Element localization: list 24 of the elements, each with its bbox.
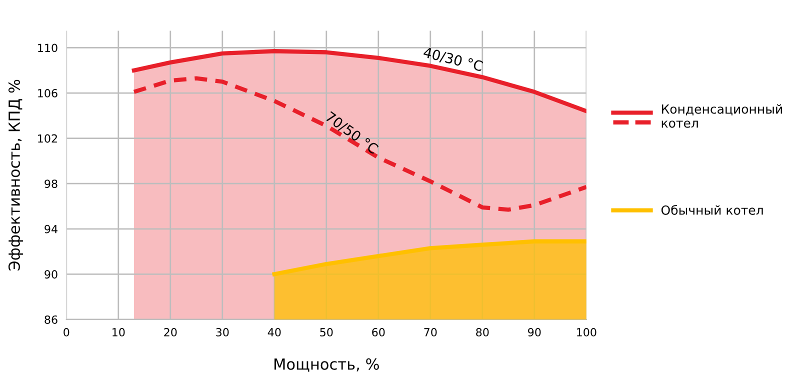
- x-tick-label: 0: [64, 328, 70, 336]
- x-tick-label: 50: [320, 328, 333, 336]
- x-axis-title: Мощность, %: [274, 358, 379, 372]
- y-tick-label: 102: [38, 134, 57, 143]
- x-tick-label: 90: [528, 328, 541, 336]
- annotation: 40/30 °C: [422, 46, 484, 72]
- y-tick-label: 106: [38, 89, 58, 98]
- x-tick-label: 40: [268, 328, 281, 336]
- y-tick-label: 110: [38, 44, 58, 52]
- x-tick-label: 10: [112, 328, 125, 336]
- x-tick-label: 60: [372, 328, 385, 336]
- legend-label: Обычный котел: [661, 204, 763, 215]
- y-tick-label: 94: [44, 224, 58, 234]
- y-tick-label: 98: [44, 180, 58, 188]
- y-tick-label: 86: [44, 315, 58, 324]
- x-tick-label: 70: [424, 328, 437, 336]
- x-tick-label: 20: [164, 328, 177, 336]
- y-axis-title: Эффективность, КПД %: [8, 80, 23, 270]
- y-tick-label: 90: [44, 270, 58, 279]
- line-series: [132, 76, 586, 212]
- x-tick-label: 30: [216, 328, 229, 336]
- x-tick-label: 80: [476, 328, 489, 336]
- legend-label: Конденсационный котел: [662, 104, 782, 128]
- x-tick-label: 100: [577, 328, 596, 336]
